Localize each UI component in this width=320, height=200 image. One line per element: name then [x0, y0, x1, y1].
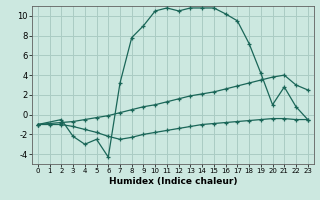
X-axis label: Humidex (Indice chaleur): Humidex (Indice chaleur) — [108, 177, 237, 186]
